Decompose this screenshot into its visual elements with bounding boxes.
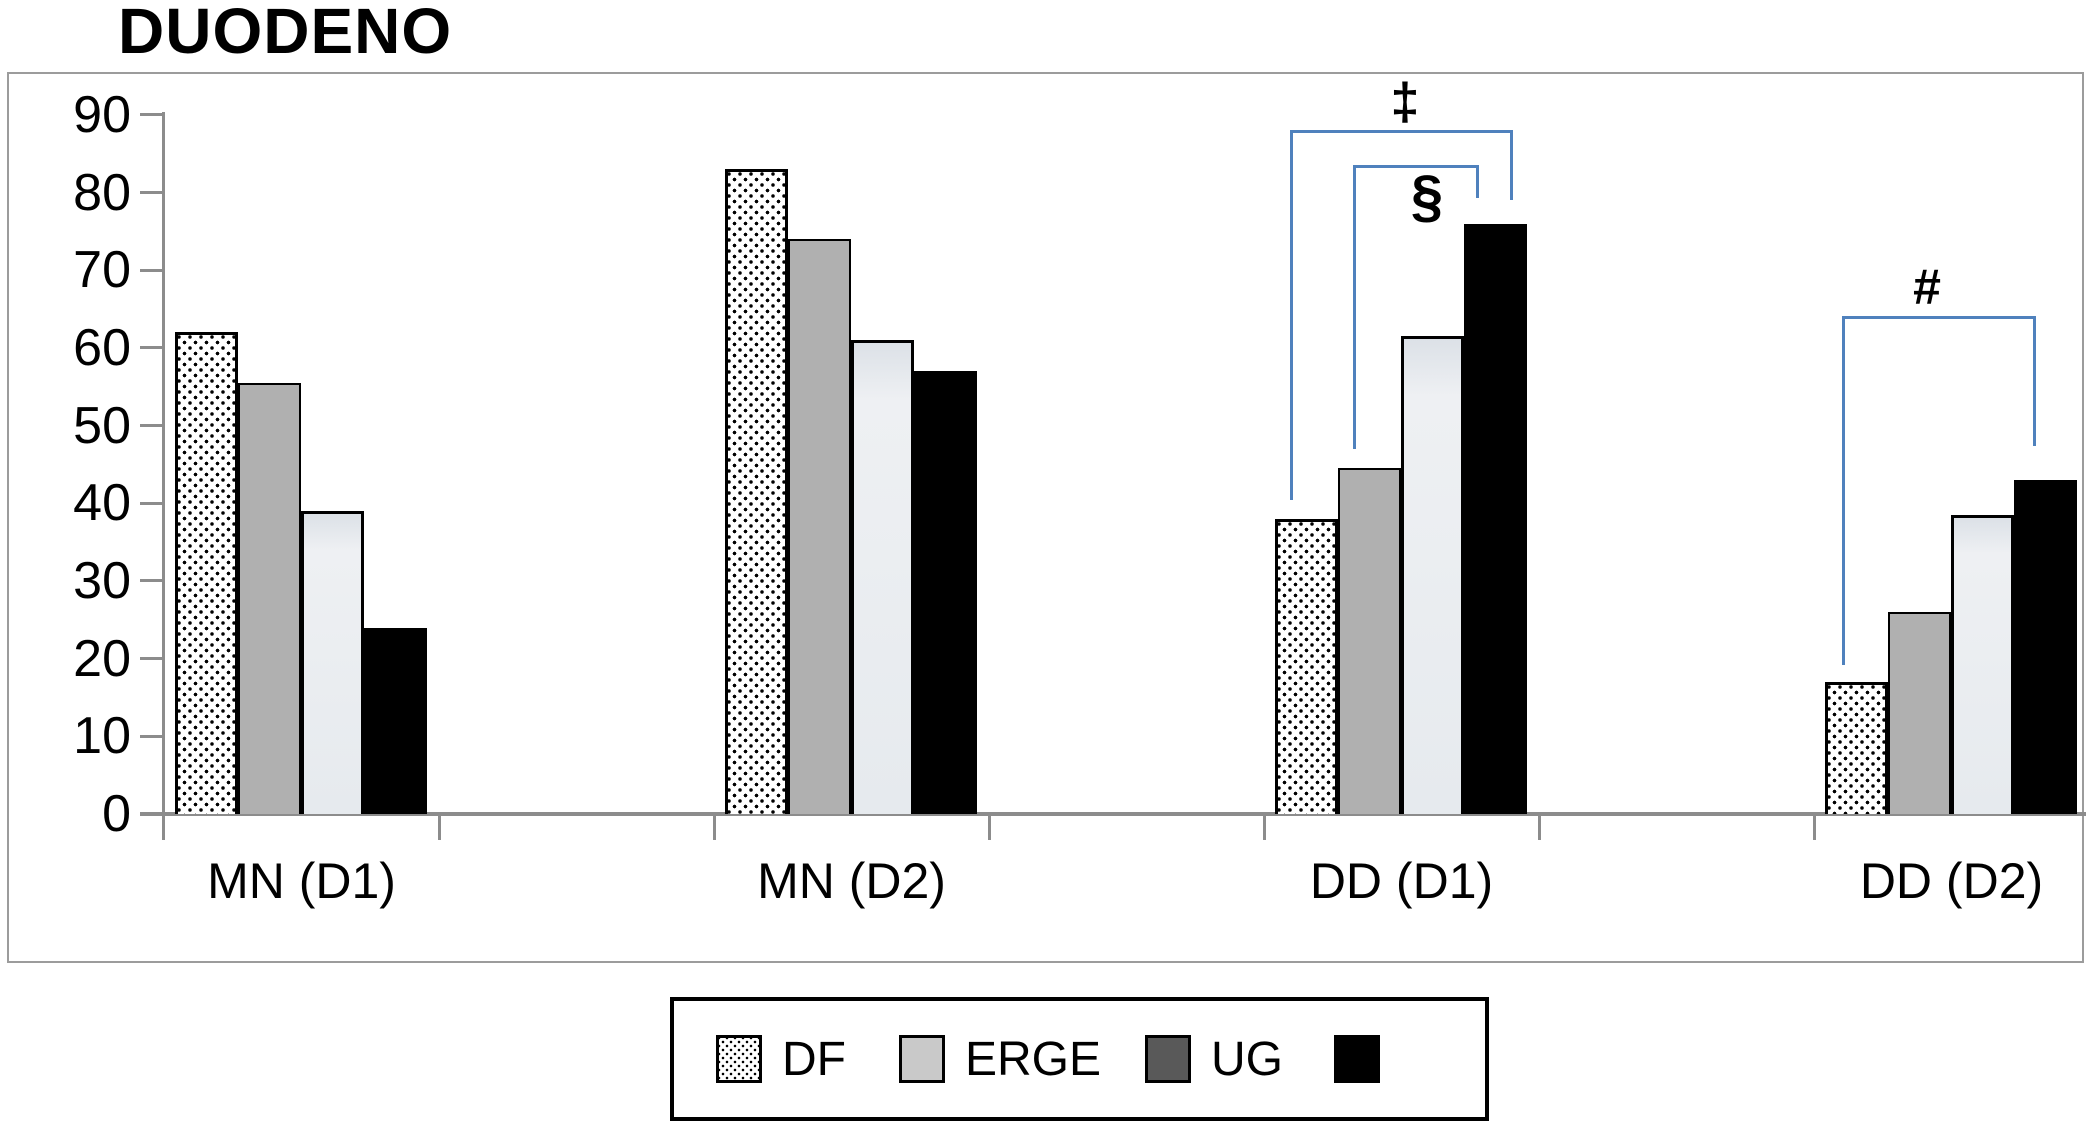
bracket-hash-left: [1842, 316, 1845, 665]
x-tick-4: [1263, 814, 1266, 840]
y-tick-20: [140, 657, 164, 661]
legend-item-DF: DF: [716, 1001, 846, 1117]
legend-swatch-UG: [1145, 1035, 1191, 1083]
y-tick-label-30: 30: [73, 551, 131, 610]
y-tick-label-20: 20: [73, 629, 131, 688]
bar-UG-MN (D2): [851, 340, 914, 814]
y-tick-label-90: 90: [73, 85, 131, 144]
x-category-label-DD (D1): DD (D1): [1309, 853, 1494, 909]
legend-label-ERGE: ERGE: [965, 1032, 1102, 1086]
bracket-section-left: [1353, 165, 1356, 449]
bracket-dagger-horizontal: [1290, 130, 1513, 133]
x-tick-0: [162, 814, 165, 840]
bar-ERGE-MN (D2): [788, 239, 851, 814]
y-tick-0: [140, 812, 164, 816]
bracket-hash-horizontal: [1842, 316, 2036, 319]
bar-DF-MN (D2): [725, 169, 788, 814]
y-tick-label-10: 10: [73, 707, 131, 766]
bar-black-DD (D2): [2014, 480, 2077, 814]
hash-symbol: #: [1913, 259, 1941, 315]
x-tick-1: [438, 814, 441, 840]
legend-label-DF: DF: [782, 1032, 846, 1086]
legend-item-UG: UG: [1145, 1001, 1283, 1117]
y-tick-label-80: 80: [73, 163, 131, 222]
x-axis-line: [140, 812, 2086, 816]
x-category-label-MN (D1): MN (D1): [207, 853, 396, 909]
bar-ERGE-DD (D1): [1338, 468, 1401, 814]
x-tick-2: [713, 814, 716, 840]
legend: DF ERGE UG: [670, 997, 1489, 1121]
y-tick-80: [140, 191, 164, 195]
bracket-dagger-right: [1510, 130, 1513, 200]
bar-black-DD (D1): [1464, 224, 1527, 814]
y-axis-line: [162, 112, 165, 840]
chart-title: DUODENO: [118, 0, 453, 67]
bracket-hash-right: [2033, 316, 2036, 446]
bar-UG-DD (D2): [1951, 515, 2014, 814]
bar-DF-DD (D1): [1275, 519, 1338, 814]
bar-black-MN (D2): [914, 371, 977, 814]
y-tick-label-40: 40: [73, 474, 131, 533]
bracket-dagger-left: [1290, 130, 1293, 500]
y-tick-90: [140, 113, 164, 117]
legend-swatch-ERGE: [899, 1035, 945, 1083]
bar-DF-MN (D1): [175, 332, 238, 814]
y-tick-10: [140, 734, 164, 738]
legend-item-ERGE: ERGE: [899, 1001, 1101, 1117]
y-tick-70: [140, 268, 164, 272]
bar-UG-DD (D1): [1401, 336, 1464, 814]
y-tick-30: [140, 579, 164, 583]
legend-item-black: [1334, 1001, 1380, 1117]
bar-DF-DD (D2): [1825, 682, 1888, 814]
y-tick-60: [140, 346, 164, 350]
legend-swatch-black: [1334, 1035, 1380, 1083]
y-tick-50: [140, 424, 164, 428]
x-tick-3: [988, 814, 991, 840]
bracket-section-right: [1476, 165, 1479, 198]
y-tick-label-50: 50: [73, 396, 131, 455]
bar-black-MN (D1): [364, 628, 427, 814]
y-tick-40: [140, 501, 164, 505]
legend-label-UG: UG: [1211, 1032, 1283, 1086]
bar-ERGE-MN (D1): [238, 383, 301, 814]
x-category-label-DD (D2): DD (D2): [1859, 853, 2044, 909]
bracket-section-horizontal: [1353, 165, 1479, 168]
y-tick-label-60: 60: [73, 318, 131, 377]
x-tick-6: [1813, 814, 1816, 840]
section-symbol: §: [1410, 164, 1444, 229]
y-tick-label-70: 70: [73, 241, 131, 300]
x-category-label-MN (D2): MN (D2): [757, 853, 946, 909]
bar-ERGE-DD (D2): [1888, 612, 1951, 814]
x-tick-5: [1538, 814, 1541, 840]
bar-UG-MN (D1): [301, 511, 364, 814]
plot-area: 90 80 70 60 50 40 30 20 10 0 MN (D1) MN (D2) DD (D1…: [7, 72, 2086, 963]
legend-swatch-DF: [716, 1035, 762, 1083]
dagger-symbol: ‡: [1390, 73, 1420, 131]
y-tick-label-0: 0: [102, 785, 131, 843]
